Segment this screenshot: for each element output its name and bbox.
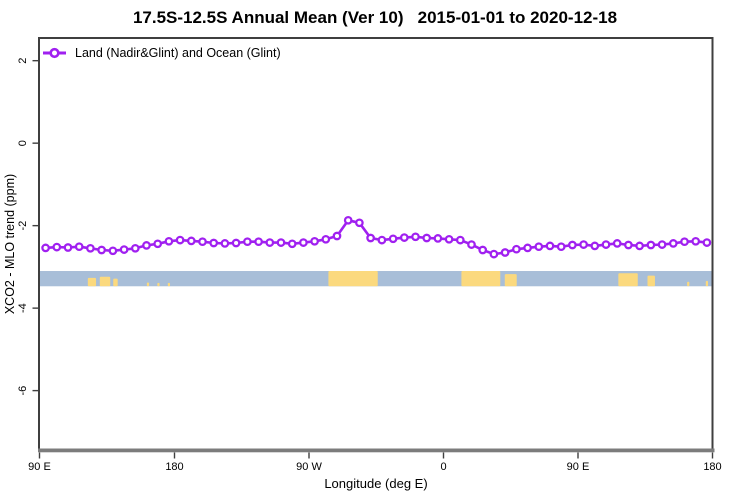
data-point xyxy=(399,233,409,242)
data-point xyxy=(142,241,151,250)
data-point xyxy=(186,236,196,246)
data-point xyxy=(500,248,510,257)
y-tick-label: -6 xyxy=(17,386,29,396)
data-point xyxy=(467,240,476,249)
data-point xyxy=(388,234,398,244)
land-segment xyxy=(87,277,97,287)
data-point xyxy=(254,237,263,247)
data-point xyxy=(108,246,118,256)
x-tick-label: 90 E xyxy=(28,461,51,473)
data-point xyxy=(41,243,50,253)
data-point xyxy=(276,238,286,247)
data-point xyxy=(153,239,163,249)
land-segment xyxy=(157,282,160,287)
data-point xyxy=(568,240,577,250)
y-tick-label: -2 xyxy=(17,221,29,231)
data-point xyxy=(119,245,129,254)
data-point xyxy=(130,243,140,253)
data-point xyxy=(74,242,84,252)
data-point xyxy=(478,245,488,255)
data-point xyxy=(198,237,207,247)
data-point xyxy=(377,235,387,245)
data-point xyxy=(310,236,319,246)
data-point xyxy=(702,238,712,247)
data-point xyxy=(455,235,465,245)
data-point xyxy=(231,238,241,248)
data-point xyxy=(243,237,252,247)
data-point xyxy=(343,215,353,225)
land-segment xyxy=(328,271,378,287)
data-point xyxy=(287,239,297,249)
data-point xyxy=(366,233,375,243)
data-point xyxy=(646,240,656,250)
data-point xyxy=(668,239,678,248)
data-point xyxy=(612,239,622,248)
data-point xyxy=(164,236,174,246)
data-point xyxy=(680,237,689,247)
y-tick-label: 0 xyxy=(17,140,29,146)
land-segment xyxy=(618,273,638,287)
x-axis-line xyxy=(38,448,715,453)
data-point xyxy=(579,240,588,249)
data-point xyxy=(265,238,275,247)
land-segment xyxy=(461,271,501,287)
x-axis-label: Longitude (deg E) xyxy=(324,476,428,491)
land-segment xyxy=(687,281,690,287)
x-tick-label: 90 W xyxy=(296,461,322,473)
land-segment xyxy=(705,280,709,287)
data-point xyxy=(433,234,443,243)
x-tick-label: 90 E xyxy=(567,461,590,473)
data-point xyxy=(489,249,499,259)
data-point xyxy=(52,242,62,252)
data-point xyxy=(355,218,364,228)
data-point xyxy=(624,240,633,250)
data-point xyxy=(209,238,219,248)
data-point xyxy=(63,243,73,252)
y-axis-label: XCO2 - MLO trend (ppm) xyxy=(3,173,17,315)
data-point xyxy=(321,234,331,244)
legend-circle-icon xyxy=(49,47,60,59)
data-point xyxy=(523,243,532,253)
land-segment xyxy=(167,282,171,287)
legend-label: Land (Nadir&Glint) and Ocean (Glint) xyxy=(75,46,281,60)
data-point xyxy=(590,241,600,251)
data-point xyxy=(601,240,611,249)
land-segment xyxy=(99,276,111,287)
data-point xyxy=(97,245,106,255)
data-point xyxy=(332,231,342,241)
land-segment xyxy=(647,275,655,287)
chart-title: 17.5S-12.5S Annual Mean (Ver 10) 2015-01… xyxy=(132,8,618,27)
data-point xyxy=(534,242,544,252)
data-point xyxy=(411,232,420,242)
y-tick-label: -4 xyxy=(17,303,29,313)
land-segment xyxy=(113,278,118,287)
land-segment xyxy=(146,282,150,287)
data-point xyxy=(299,238,308,247)
data-point xyxy=(220,239,230,248)
data-point xyxy=(175,235,185,245)
x-tick-label: 0 xyxy=(440,461,446,473)
data-point xyxy=(556,242,566,252)
data-point xyxy=(86,243,95,253)
data-point xyxy=(691,236,701,246)
data-point xyxy=(444,234,454,244)
data-point xyxy=(512,244,521,254)
y-tick-label: 2 xyxy=(17,58,29,64)
x-tick-label: 180 xyxy=(703,461,721,473)
x-tick-label: 180 xyxy=(165,461,183,473)
data-point xyxy=(545,241,555,251)
land-segment xyxy=(504,274,517,287)
data-point xyxy=(657,240,667,249)
data-point xyxy=(635,241,644,251)
data-point xyxy=(422,233,432,243)
